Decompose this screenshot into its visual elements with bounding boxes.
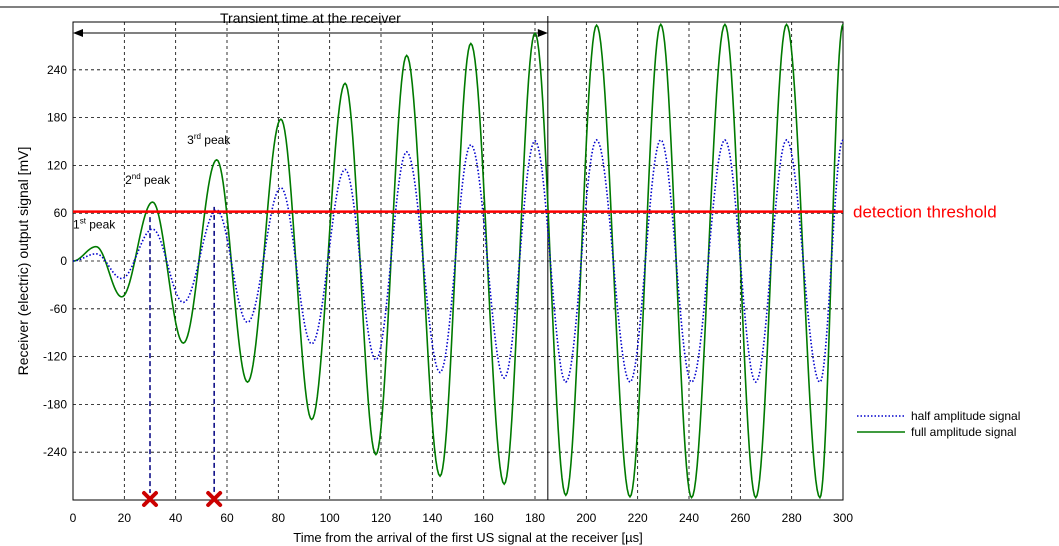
y-tick-label: -60 bbox=[50, 302, 68, 316]
x-tick-label: 140 bbox=[422, 511, 442, 525]
legend-full-label: full amplitude signal bbox=[911, 425, 1016, 439]
x-axis-label-unit: µs bbox=[625, 530, 639, 545]
legend-half-label: half amplitude signal bbox=[911, 409, 1020, 423]
y-tick-label: 180 bbox=[47, 111, 67, 125]
x-tick-label: 180 bbox=[525, 511, 545, 525]
x-tick-label: 220 bbox=[628, 511, 648, 525]
x-tick-label: 80 bbox=[272, 511, 286, 525]
y-tick-label: 60 bbox=[54, 206, 68, 220]
transient-annotation: Transient time at the receiver bbox=[73, 10, 549, 500]
detection-threshold-label: detection threshold bbox=[853, 203, 997, 222]
y-tick-label: 240 bbox=[47, 63, 67, 77]
y-tick-label: 0 bbox=[60, 254, 67, 268]
y-tick-label: -120 bbox=[43, 350, 67, 364]
transient-label: Transient time at the receiver bbox=[220, 10, 401, 26]
grid bbox=[73, 22, 843, 500]
peak-label: 1st peak bbox=[73, 217, 116, 232]
transient-arrowhead-left bbox=[73, 29, 83, 37]
drop-lines bbox=[149, 206, 215, 493]
legend: half amplitude signal full amplitude sig… bbox=[857, 409, 1020, 439]
peak-marker bbox=[142, 491, 158, 507]
y-tick-label: -240 bbox=[43, 445, 67, 459]
x-tick-label: 0 bbox=[70, 511, 77, 525]
peak-markers bbox=[142, 491, 223, 507]
x-tick-label: 20 bbox=[118, 511, 132, 525]
x-axis-label-text: Time from the arrival of the first US si… bbox=[293, 530, 625, 545]
transient-arrowhead-right bbox=[537, 29, 548, 37]
peak-label: 3rd peak bbox=[187, 132, 231, 147]
x-axis-label-end: ] bbox=[639, 530, 643, 545]
series-half-amplitude bbox=[72, 138, 844, 384]
x-tick-labels: 0 20 40 60 80 100 120 140 160 180 200 220 240 260 280 3… bbox=[70, 511, 854, 525]
x-tick-label: 240 bbox=[679, 511, 699, 525]
y-tick-label: 120 bbox=[47, 158, 67, 172]
x-tick-label: 280 bbox=[782, 511, 802, 525]
x-tick-label: 40 bbox=[169, 511, 183, 525]
x-tick-label: 60 bbox=[220, 511, 234, 525]
x-tick-label: 260 bbox=[730, 511, 750, 525]
y-axis-label: Receiver (electric) output signal [mV] bbox=[15, 147, 31, 376]
x-tick-label: 200 bbox=[576, 511, 596, 525]
x-tick-label: 160 bbox=[474, 511, 494, 525]
peak-marker bbox=[206, 491, 223, 507]
y-tick-labels: 240 180 120 60 0 -60 -120 -180 -240 bbox=[43, 63, 67, 459]
x-axis-label: Time from the arrival of the first US si… bbox=[293, 530, 642, 545]
x-tick-label: 300 bbox=[833, 511, 853, 525]
peak-label: 2nd peak bbox=[125, 172, 171, 187]
y-tick-label: -180 bbox=[43, 397, 67, 411]
x-tick-label: 100 bbox=[320, 511, 340, 525]
peak-labels: 1st peak 2nd peak 3rd peak bbox=[73, 132, 231, 232]
x-tick-label: 120 bbox=[371, 511, 391, 525]
